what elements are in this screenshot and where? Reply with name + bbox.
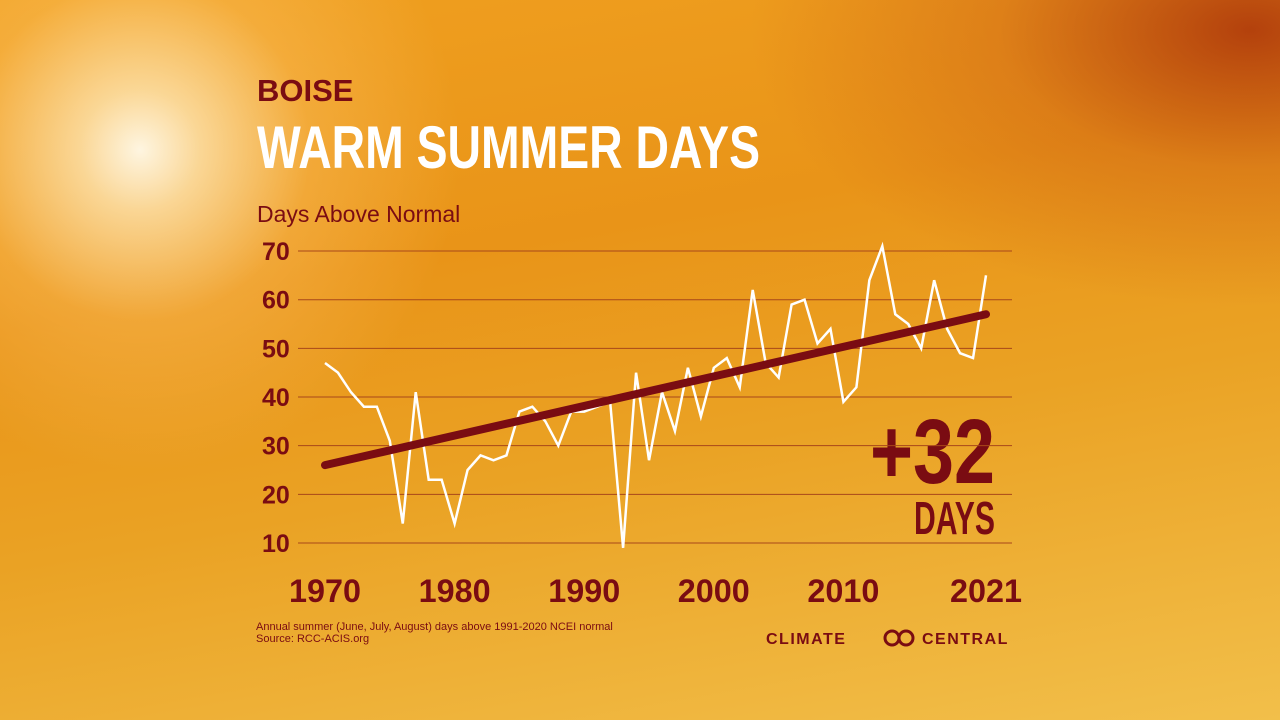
x-tick-label: 1970 <box>289 573 361 609</box>
annotation: +32 <box>870 401 995 503</box>
annotation-unit: DAYS <box>914 492 995 544</box>
logo-icon <box>897 629 915 647</box>
y-tick-label: 50 <box>262 335 290 363</box>
x-tick-label: 2000 <box>678 573 750 609</box>
y-tick-label: 20 <box>262 481 290 509</box>
data-line <box>324 241 988 548</box>
trend-line <box>321 310 990 470</box>
footnote: Annual summer (June, July, August) days … <box>256 621 613 633</box>
chart-title: WARM SUMMER DAYS <box>257 114 760 181</box>
y-axis-title: Days Above Normal <box>257 201 460 227</box>
x-tick-label: 2021 <box>950 573 1022 609</box>
y-tick-label: 30 <box>262 433 290 461</box>
x-tick-label: 1990 <box>548 573 620 609</box>
y-tick-label: 70 <box>262 238 290 266</box>
y-tick-label: 10 <box>262 530 290 558</box>
supertitle: BOISE <box>257 73 353 108</box>
logo-icon <box>883 629 901 647</box>
source: Source: RCC-ACIS.org <box>256 633 369 645</box>
y-tick-label: 60 <box>262 287 290 315</box>
x-tick-label: 2010 <box>807 573 879 609</box>
logo-text: CLIMATE <box>766 631 846 648</box>
x-tick-label: 1980 <box>419 573 491 609</box>
logo-text: CENTRAL <box>922 631 1009 648</box>
y-tick-label: 40 <box>262 384 290 412</box>
